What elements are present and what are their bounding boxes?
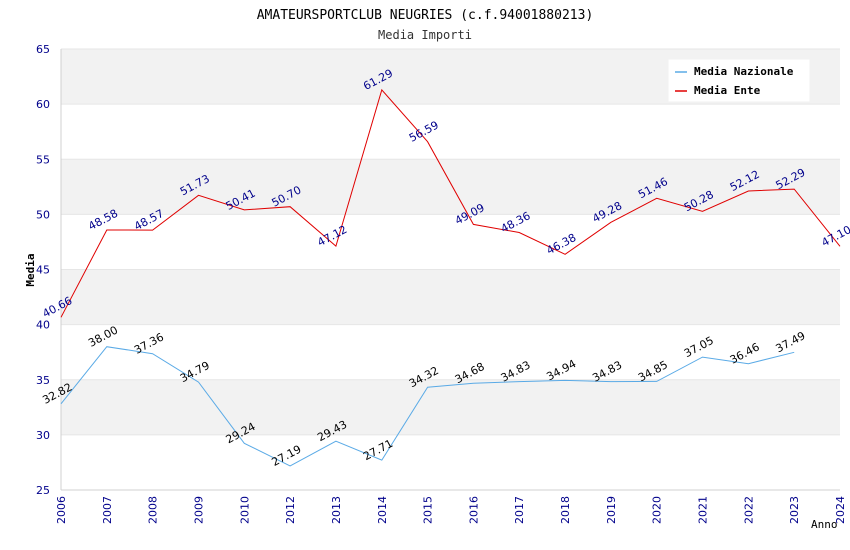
y-tick-label: 30 <box>36 429 50 442</box>
series-lines <box>60 88 841 467</box>
x-tick-label: 2020 <box>651 496 664 524</box>
legend-box <box>668 59 810 102</box>
y-tick-label: 65 <box>36 43 50 56</box>
x-tick-label: 2012 <box>284 496 297 524</box>
x-tick-label: 2016 <box>467 496 480 524</box>
data-label: 37.49 <box>774 329 808 355</box>
x-tick-label: 2010 <box>238 496 251 524</box>
gridlines <box>60 48 840 491</box>
chart-title: AMATEURSPORTCLUB NEUGRIES (c.f.940018802… <box>257 8 594 23</box>
legend-label-ente: Media Ente <box>694 84 761 97</box>
x-tick-label: 2013 <box>330 496 343 524</box>
x-tick-label: 2019 <box>605 496 618 524</box>
y-axis-label: Media <box>24 253 37 286</box>
data-label: 56.59 <box>407 118 441 144</box>
plot-band <box>61 379 840 435</box>
y-tick-label: 50 <box>36 208 50 221</box>
chart-subtitle: Media Importi <box>378 28 472 42</box>
data-label: 37.05 <box>682 334 716 360</box>
x-tick-label: 2008 <box>147 496 160 524</box>
y-tick-label: 45 <box>36 264 50 277</box>
x-tick-label: 2022 <box>742 496 755 524</box>
plot-band <box>61 159 840 215</box>
plot-band <box>61 269 840 325</box>
x-tick-label: 2018 <box>559 496 572 524</box>
x-tick-label: 2021 <box>697 496 710 524</box>
y-tick-label: 40 <box>36 319 50 332</box>
data-label: 38.00 <box>86 323 120 349</box>
x-axis-ticks: 2006 2007 2008 2009 2010 2012 2013 2014 2015 2016… <box>55 496 847 524</box>
x-tick-label: 2017 <box>513 496 526 524</box>
data-label: 27.71 <box>361 437 395 463</box>
data-label: 46.38 <box>544 231 578 257</box>
legend: Media Nazionale Media Ente <box>668 59 810 102</box>
series-line-media-nazionale <box>60 346 795 467</box>
y-tick-label: 55 <box>36 153 50 166</box>
y-tick-label: 35 <box>36 374 50 387</box>
x-tick-label: 2024 <box>834 496 847 524</box>
y-tick-label: 60 <box>36 98 50 111</box>
legend-label-nazionale: Media Nazionale <box>694 65 794 78</box>
x-tick-label: 2007 <box>101 496 114 524</box>
x-tick-label: 2023 <box>788 496 801 524</box>
x-tick-label: 2015 <box>422 496 435 524</box>
data-label: 47.12 <box>315 223 349 249</box>
data-label: 27.19 <box>270 443 304 469</box>
y-axis-ticks: 25 30 35 40 45 50 55 60 65 <box>36 43 50 497</box>
y-tick-label: 25 <box>36 484 50 497</box>
x-tick-label: 2014 <box>376 496 389 524</box>
x-tick-label: 2006 <box>55 496 68 524</box>
x-axis-label: Anno <box>811 518 838 531</box>
x-tick-label: 2009 <box>192 496 205 524</box>
plot-bands <box>61 49 840 435</box>
series-line-media-ente <box>60 88 841 318</box>
